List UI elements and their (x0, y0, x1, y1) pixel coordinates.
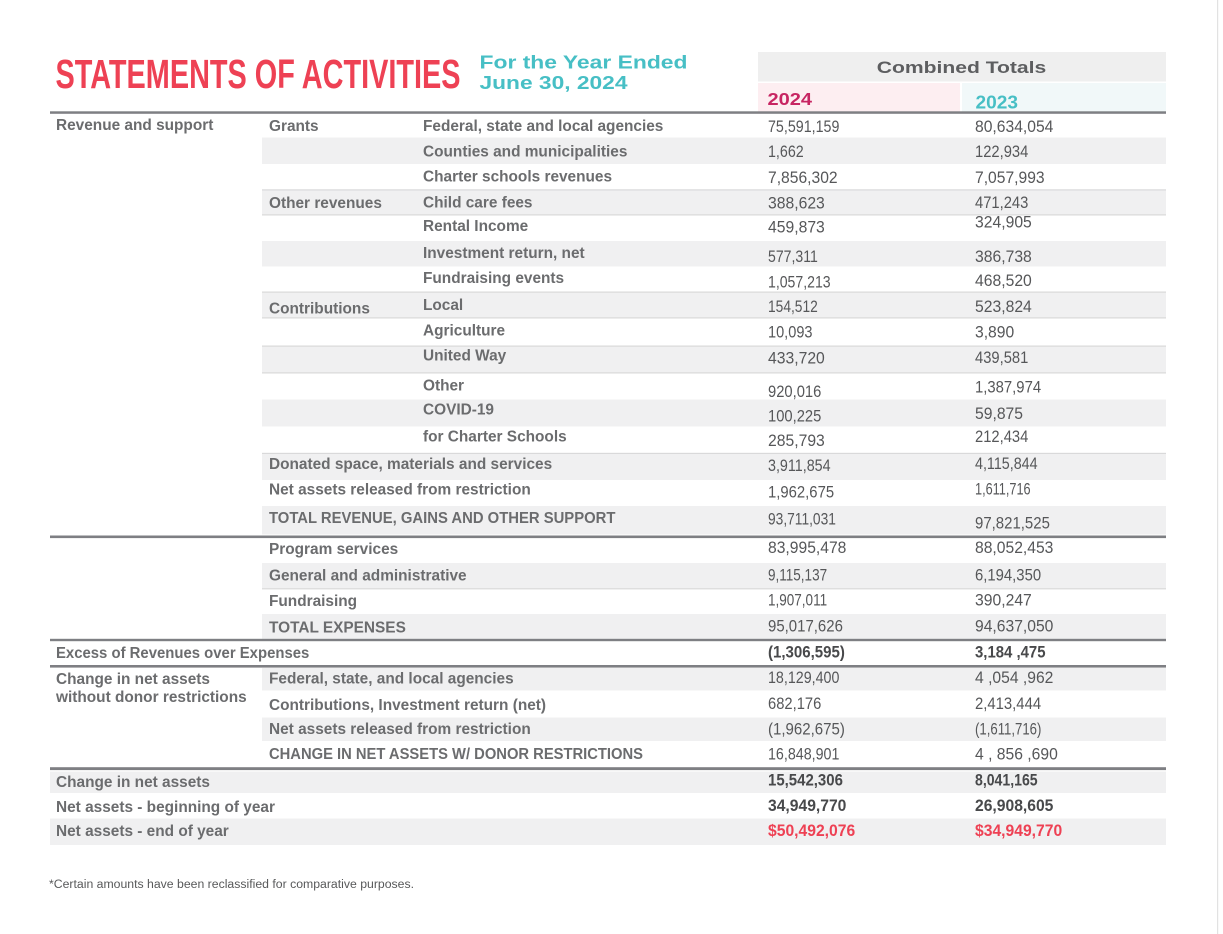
svg-text:7,856,302: 7,856,302 (768, 169, 838, 187)
svg-text:Agriculture: Agriculture (423, 323, 506, 340)
svg-text:Combined Totals: Combined Totals (877, 59, 1047, 77)
svg-text:Donated space, materials and s: Donated space, materials and services (269, 456, 552, 473)
svg-text:June 30, 2024: June 30, 2024 (480, 73, 629, 93)
svg-text:93,711,031: 93,711,031 (768, 511, 836, 529)
svg-text:Other revenues: Other revenues (269, 195, 382, 212)
svg-text:433,720: 433,720 (768, 350, 825, 368)
svg-text:Fundraising events: Fundraising events (423, 270, 564, 287)
svg-text:4 , 856 ,690: 4 , 856 ,690 (975, 746, 1058, 764)
svg-text:Change in net assets: Change in net assets (56, 774, 210, 791)
svg-text:Contributions: Contributions (269, 301, 370, 318)
svg-text:97,821,525: 97,821,525 (975, 515, 1050, 533)
svg-text:80,634,054: 80,634,054 (975, 118, 1053, 136)
svg-text:Change in net assets: Change in net assets (56, 671, 210, 688)
svg-text:94,637,050: 94,637,050 (975, 617, 1053, 635)
svg-text:TOTAL EXPENSES: TOTAL EXPENSES (269, 620, 406, 637)
svg-text:Federal, state and local agenc: Federal, state and local agencies (423, 118, 663, 135)
svg-text:577,311: 577,311 (768, 248, 818, 266)
svg-text:682,176: 682,176 (768, 695, 821, 713)
svg-text:1,057,213: 1,057,213 (768, 274, 831, 292)
svg-text:*Certain amounts have been rec: *Certain amounts have been reclassified … (49, 879, 414, 891)
svg-text:3,184 ,475: 3,184 ,475 (975, 644, 1046, 662)
svg-text:154,512: 154,512 (768, 298, 818, 316)
svg-text:for Charter Schools: for Charter Schools (423, 428, 567, 445)
svg-text:Charter schools revenues: Charter schools revenues (423, 169, 612, 186)
svg-text:$34,949,770: $34,949,770 (975, 822, 1062, 840)
svg-text:4,115,844: 4,115,844 (975, 455, 1038, 473)
svg-text:16,848,901: 16,848,901 (768, 746, 839, 764)
svg-text:1,662: 1,662 (768, 143, 804, 161)
svg-text:1,611,716: 1,611,716 (975, 481, 1031, 499)
svg-text:Federal, state, and local agen: Federal, state, and local agencies (269, 671, 514, 688)
svg-text:15,542,306: 15,542,306 (768, 771, 843, 789)
svg-text:Net assets - end of year: Net assets - end of year (56, 823, 229, 840)
svg-text:523,824: 523,824 (975, 298, 1032, 316)
svg-text:(1,306,595): (1,306,595) (768, 644, 845, 662)
svg-text:471,243: 471,243 (975, 194, 1028, 212)
svg-text:6,194,350: 6,194,350 (975, 567, 1041, 585)
svg-text:2023: 2023 (976, 92, 1019, 112)
svg-text:459,873: 459,873 (768, 219, 825, 237)
svg-text:34,949,770: 34,949,770 (768, 797, 846, 815)
svg-text:83,995,478: 83,995,478 (768, 539, 846, 557)
svg-text:324,905: 324,905 (975, 214, 1032, 232)
svg-text:920,016: 920,016 (768, 383, 821, 401)
svg-text:United Way: United Way (423, 348, 507, 365)
svg-text:386,738: 386,738 (975, 248, 1032, 266)
svg-text:3,911,854: 3,911,854 (768, 457, 831, 475)
svg-text:TOTAL REVENUE, GAINS AND OTHER: TOTAL REVENUE, GAINS AND OTHER SUPPORT (269, 510, 616, 527)
svg-text:Excess of Revenues over Expens: Excess of Revenues over Expenses (56, 645, 309, 662)
svg-text:212,434: 212,434 (975, 428, 1028, 446)
svg-text:Child care fees: Child care fees (423, 195, 533, 212)
svg-text:For the Year Ended: For the Year Ended (480, 53, 688, 73)
svg-text:(1,611,716): (1,611,716) (975, 720, 1041, 738)
svg-text:18,129,400: 18,129,400 (768, 669, 839, 687)
svg-text:COVID-19: COVID-19 (423, 402, 494, 419)
svg-text:7,057,993: 7,057,993 (975, 169, 1045, 187)
svg-text:122,934: 122,934 (975, 143, 1028, 161)
svg-text:390,247: 390,247 (975, 592, 1032, 610)
svg-text:3,890: 3,890 (975, 324, 1014, 342)
svg-text:Other: Other (423, 377, 464, 394)
svg-text:88,052,453: 88,052,453 (975, 539, 1053, 557)
svg-text:Investment return, net: Investment return, net (423, 245, 585, 262)
svg-text:Net assets released from restr: Net assets released from restriction (269, 721, 531, 738)
svg-text:Counties and municipalities: Counties and municipalities (423, 144, 627, 161)
svg-text:468,520: 468,520 (975, 272, 1032, 290)
svg-text:Revenue and support: Revenue and support (56, 117, 213, 134)
svg-text:439,581: 439,581 (975, 349, 1028, 367)
svg-text:75,591,159: 75,591,159 (768, 118, 839, 136)
svg-text:Local: Local (423, 297, 463, 314)
svg-text:8,041,165: 8,041,165 (975, 771, 1038, 789)
svg-text:26,908,605: 26,908,605 (975, 797, 1053, 815)
svg-text:Net assets released from restr: Net assets released from restriction (269, 482, 531, 499)
svg-text:General and administrative: General and administrative (269, 568, 467, 585)
svg-text:1,387,974: 1,387,974 (975, 378, 1041, 396)
svg-text:388,623: 388,623 (768, 195, 825, 213)
svg-text:2,413,444: 2,413,444 (975, 695, 1041, 713)
svg-text:Grants: Grants (269, 118, 319, 135)
svg-text:STATEMENTS OF ACTIVITIES: STATEMENTS OF ACTIVITIES (56, 51, 461, 97)
svg-text:$50,492,076: $50,492,076 (768, 822, 855, 840)
svg-text:59,875: 59,875 (975, 405, 1023, 423)
svg-text:1,962,675: 1,962,675 (768, 483, 834, 501)
svg-text:4 ,054 ,962: 4 ,054 ,962 (975, 669, 1053, 687)
svg-text:Net assets - beginning of year: Net assets - beginning of year (56, 799, 275, 816)
svg-text:1,907,011: 1,907,011 (768, 592, 827, 610)
svg-text:2024: 2024 (768, 89, 813, 109)
svg-text:100,225: 100,225 (768, 408, 821, 426)
svg-text:95,017,626: 95,017,626 (768, 617, 843, 635)
svg-text:Contributions, Investment retu: Contributions, Investment return (net) (269, 697, 546, 714)
svg-text:10,093: 10,093 (768, 324, 813, 342)
svg-text:without donor restrictions: without donor restrictions (55, 689, 247, 706)
svg-text:Program services: Program services (269, 541, 398, 558)
svg-text:Fundraising: Fundraising (269, 593, 357, 610)
svg-text:285,793: 285,793 (768, 432, 825, 450)
svg-text:(1,962,675): (1,962,675) (768, 720, 845, 738)
svg-text:CHANGE IN NET ASSETS W/ DONOR: CHANGE IN NET ASSETS W/ DONOR RESTRICTIO… (269, 746, 643, 763)
svg-text:Rental Income: Rental Income (423, 218, 529, 235)
svg-text:9,115,137: 9,115,137 (768, 567, 827, 585)
